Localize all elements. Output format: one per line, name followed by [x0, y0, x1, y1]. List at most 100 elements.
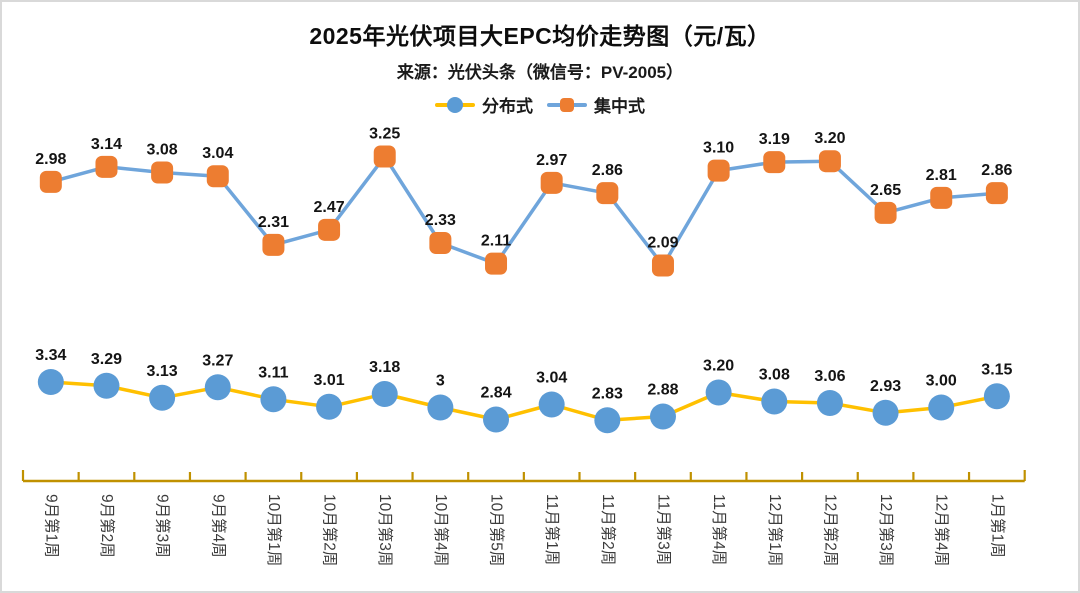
- chart-source-subtitle: 来源：光伏头条（微信号：PV-2005）: [396, 63, 684, 82]
- centralized-point-label: 2.86: [981, 162, 1012, 179]
- distributed-point-marker: [816, 390, 843, 416]
- centralized-point-marker: [985, 182, 1008, 205]
- x-axis-label: 10月第2周: [321, 494, 339, 566]
- centralized-point-marker: [930, 186, 953, 209]
- centralized-point-label: 3.20: [814, 130, 845, 147]
- x-axis-label: 10月第5周: [488, 494, 506, 566]
- centralized-series-line: [49, 154, 999, 268]
- legend-item-distributed: 分布式: [435, 92, 533, 117]
- centralized-point-marker: [596, 182, 619, 205]
- centralized-point-label: 2.11: [481, 233, 511, 250]
- centralized-point-label: 3.25: [369, 126, 400, 143]
- distributed-point-marker: [872, 399, 899, 426]
- x-axis-label: 11月第2周: [599, 494, 617, 565]
- centralized-point-marker: [262, 233, 285, 256]
- distributed-point-label: 3.00: [926, 373, 957, 390]
- chart-legend: 分布式 集中式: [2, 92, 1078, 117]
- centralized-point-label: 2.86: [592, 162, 623, 179]
- distributed-point-marker: [649, 403, 676, 430]
- x-axis-label: 10月第1周: [265, 494, 283, 566]
- x-axis-label: 9月第2周: [98, 494, 116, 558]
- centralized-series-marker-icon: [547, 96, 587, 114]
- distributed-point-label: 3.15: [981, 361, 1012, 378]
- distributed-point-marker: [761, 388, 788, 415]
- x-axis-label: 1月第1周: [988, 494, 1006, 558]
- distributed-point-marker: [483, 406, 510, 433]
- distributed-point-label: 3.13: [147, 363, 178, 380]
- x-axis-label: 9月第4周: [209, 494, 227, 558]
- x-axis-label: 12月第3周: [877, 494, 895, 566]
- centralized-point-marker: [429, 231, 452, 254]
- distributed-point-label: 3.01: [314, 372, 345, 389]
- distributed-point-label: 2.83: [592, 385, 623, 402]
- distributed-point-label: 2.93: [870, 378, 901, 395]
- x-axis-label: 9月第3周: [154, 494, 172, 558]
- legend-label-distributed: 分布式: [482, 97, 533, 116]
- centralized-point-label: 2.97: [536, 152, 567, 169]
- x-axis-label: 11月第1周: [543, 494, 561, 565]
- distributed-point-marker: [594, 407, 621, 434]
- centralized-point-label: 2.47: [314, 199, 345, 216]
- centralized-point-label: 2.33: [425, 212, 456, 229]
- centralized-point-label: 2.09: [647, 235, 678, 252]
- centralized-point-marker: [318, 218, 341, 241]
- centralized-point-label: 3.10: [703, 140, 734, 157]
- x-axis-label: 12月第4周: [933, 494, 951, 566]
- centralized-point-marker: [651, 254, 674, 277]
- centralized-point-marker: [874, 201, 897, 224]
- distributed-point-label: 3: [436, 373, 445, 390]
- legend-item-centralized: 集中式: [547, 92, 645, 117]
- distributed-point-label: 3.20: [703, 358, 734, 375]
- distributed-series-line: [49, 380, 999, 423]
- distributed-point-marker: [928, 394, 955, 421]
- centralized-point-marker: [763, 151, 786, 174]
- x-axis-label: 11月第4周: [710, 494, 728, 565]
- distributed-point-marker: [371, 381, 398, 407]
- centralized-point-marker: [707, 159, 730, 182]
- centralized-point-marker: [39, 170, 62, 193]
- x-axis-label: 11月第3周: [654, 494, 672, 565]
- chart-title: 2025年光伏项目大EPC均价走势图（元/瓦）: [309, 23, 771, 49]
- centralized-point-label: 3.04: [202, 145, 233, 162]
- centralized-point-marker: [373, 145, 396, 168]
- distributed-point-label: 3.18: [369, 359, 400, 376]
- legend-label-centralized: 集中式: [594, 97, 645, 116]
- centralized-point-marker: [485, 252, 508, 275]
- distributed-point-label: 2.88: [647, 382, 678, 399]
- distributed-point-marker: [983, 383, 1010, 410]
- centralized-point-label: 3.19: [759, 131, 790, 148]
- x-axis-label: 10月第3周: [376, 494, 394, 566]
- distributed-point-label: 3.11: [258, 364, 288, 381]
- distributed-point-marker: [705, 379, 732, 406]
- x-axis-label: 10月第4周: [432, 494, 450, 566]
- x-axis-label: 12月第2周: [821, 494, 839, 566]
- x-axis-label: 12月第1周: [766, 494, 784, 566]
- distributed-point-label: 2.84: [480, 385, 511, 402]
- centralized-point-label: 3.14: [91, 136, 122, 153]
- centralized-point-marker: [206, 165, 229, 188]
- distributed-point-marker: [93, 372, 120, 399]
- distributed-point-marker: [149, 384, 176, 411]
- distributed-point-label: 3.34: [35, 347, 66, 364]
- distributed-point-marker: [204, 374, 231, 401]
- centralized-point-label: 2.31: [258, 214, 289, 231]
- distributed-point-label: 3.29: [91, 351, 122, 368]
- distributed-point-marker: [260, 386, 287, 413]
- distributed-point-marker: [37, 369, 64, 395]
- centralized-point-label: 2.81: [926, 167, 957, 184]
- distributed-point-marker: [427, 394, 454, 421]
- distributed-series-marker-icon: [435, 96, 475, 114]
- centralized-point-marker: [151, 161, 174, 184]
- distributed-point-label: 3.27: [202, 352, 233, 369]
- centralized-point-label: 2.98: [35, 151, 66, 168]
- centralized-point-marker: [818, 150, 841, 173]
- centralized-point-marker: [95, 155, 118, 178]
- distributed-point-label: 3.08: [759, 367, 790, 384]
- distributed-point-label: 3.04: [536, 370, 567, 387]
- distributed-point-marker: [538, 391, 565, 418]
- x-axis-label: 9月第1周: [42, 494, 60, 558]
- distributed-point-marker: [316, 393, 343, 420]
- centralized-point-label: 3.08: [147, 141, 178, 158]
